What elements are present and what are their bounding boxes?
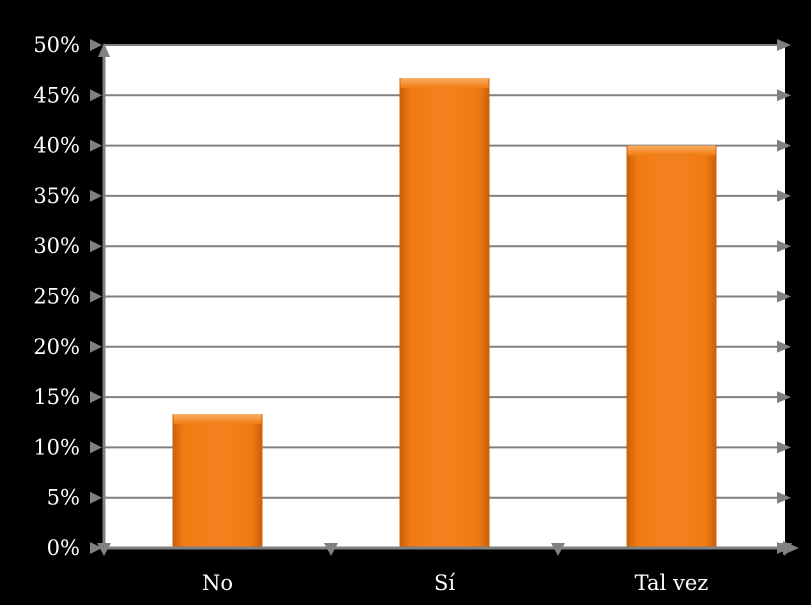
y-tick-mark <box>90 542 102 554</box>
gridline-arrow <box>777 491 791 504</box>
x-tick-mark <box>551 543 565 556</box>
y-tick-label: 25% <box>33 285 80 309</box>
bar-highlight <box>173 414 262 425</box>
y-tick-mark <box>90 290 102 303</box>
bar-sí <box>399 78 490 548</box>
gridline-arrow <box>777 240 791 253</box>
y-tick-mark <box>90 39 102 51</box>
y-tick-label: 0% <box>47 536 80 560</box>
gridline-arrow <box>777 391 791 404</box>
gridline-arrow <box>777 189 791 202</box>
bars <box>172 78 717 548</box>
y-tick-mark <box>90 139 102 152</box>
y-tick-label: 30% <box>33 234 80 258</box>
bar-highlight <box>627 145 716 156</box>
gridline-arrow <box>777 340 791 353</box>
y-tick-label: 35% <box>33 184 80 208</box>
x-category-label: Tal vez <box>635 571 709 595</box>
y-tick-label: 15% <box>33 385 80 409</box>
axes <box>90 39 799 556</box>
y-tick-mark <box>90 391 102 404</box>
y-tick-mark <box>90 189 102 202</box>
y-axis-arrow <box>98 43 110 57</box>
y-tick-mark <box>90 441 102 454</box>
y-tick-label: 20% <box>33 335 80 359</box>
y-tick-label: 10% <box>33 435 80 459</box>
y-tick-mark <box>90 491 102 504</box>
y-tick-mark <box>90 340 102 353</box>
x-category-label: Sí <box>434 571 455 595</box>
y-tick-label: 45% <box>33 83 80 107</box>
y-tick-mark <box>90 240 102 253</box>
x-tick-mark <box>324 543 338 556</box>
gridline-arrow <box>777 139 791 152</box>
bar-no <box>172 414 263 548</box>
x-tick-mark <box>97 543 111 556</box>
x-category-labels: No Sí Tal vez <box>202 571 708 595</box>
gridline-arrow <box>777 441 791 454</box>
bar-highlight <box>400 78 489 89</box>
gridline-arrow <box>777 89 791 102</box>
x-category-label: No <box>202 571 233 595</box>
gridline-arrow <box>777 39 791 51</box>
y-tick-label: 50% <box>33 33 80 57</box>
y-tick-labels: 0% 5% 10% 15% 20% 25% 30% 35% 40% 45% 50% <box>33 33 80 560</box>
bar-tal-vez <box>626 145 717 548</box>
y-tick-label: 40% <box>33 134 80 158</box>
y-tick-mark <box>90 89 102 102</box>
x-tick-mark <box>778 543 792 556</box>
y-tick-label: 5% <box>47 486 80 510</box>
gridline-arrow <box>777 290 791 303</box>
